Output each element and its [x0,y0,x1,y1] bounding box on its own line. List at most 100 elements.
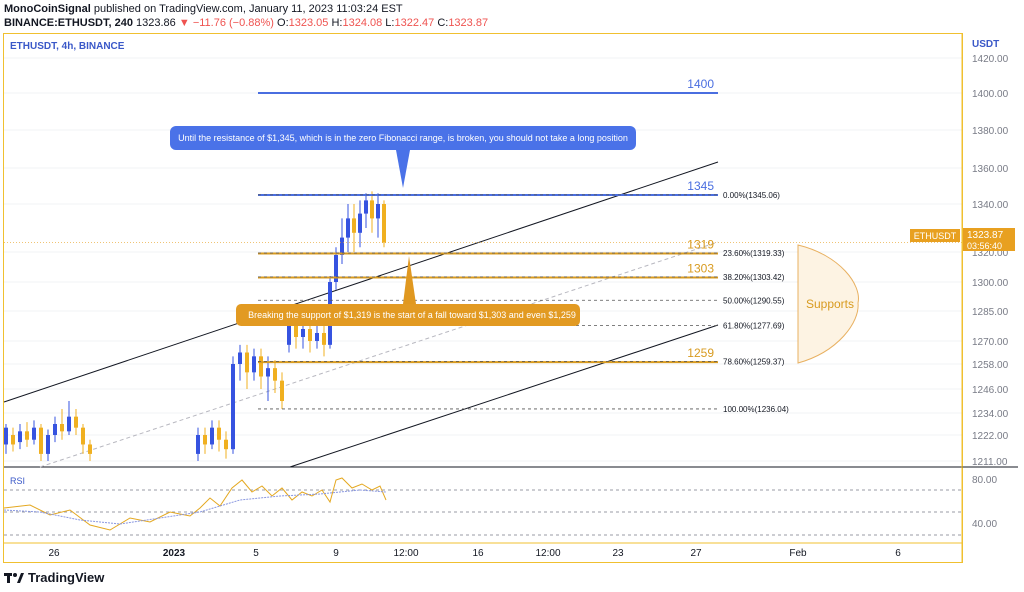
callout-resistance-text: Until the resistance of $1,345, which is… [178,133,628,143]
time-tick: Feb [789,548,807,559]
author-name[interactable]: MonoCoinSignal [4,3,91,15]
price-tick: 1380.00 [972,126,1009,137]
fib-label: 23.60%(1319.33) [723,249,785,258]
rsi-ma-line [3,489,387,525]
price-tick: 1285.00 [972,307,1009,318]
high-label: H: [331,17,343,29]
candle-body [4,427,8,445]
rsi-tick-80: 80.00 [972,475,997,486]
candle-body [196,435,200,454]
candle-body [334,255,338,282]
fib-label: 78.60%(1259.37) [723,357,785,366]
close-value: 1323.87 [448,17,489,29]
level-label-1319: 1319 [687,238,714,252]
price-tick: 1258.00 [972,360,1009,371]
candle-body [352,218,356,233]
supports-bracket: Supports [797,244,859,364]
candle-body [60,424,64,432]
candle-body [382,204,386,243]
candle-body [39,427,43,454]
high-value: 1324.08 [342,17,383,29]
candle-body [224,439,228,450]
fib-label: 38.20%(1303.42) [723,273,785,282]
candle-body [88,444,92,454]
rsi-tick-40: 40.00 [972,519,997,530]
last-price-tag: ETHUSDT 1323.87 03:56:40 [910,228,1015,251]
price-tick: 1400.00 [972,89,1009,100]
candle-body [11,435,15,445]
price-tick: 1300.00 [972,278,1009,289]
candle-body [74,416,78,428]
candle-body [25,431,29,440]
price-tick: 1360.00 [972,164,1009,175]
candle-body [346,218,350,238]
price-tick: 1222.00 [972,431,1009,442]
time-tick: 26 [48,548,60,559]
time-tick: 5 [253,548,259,559]
price-tick: 1320.00 [972,248,1009,259]
close-label: C: [437,17,449,29]
channel-lines [3,161,719,468]
callout-support[interactable]: Breaking the support of $1,319 is the st… [236,256,580,326]
candle-body [46,435,50,454]
candle-body [238,352,242,364]
time-tick: 6 [895,548,901,559]
supports-label: Supports [806,297,854,311]
time-axis: 26 2023 5 9 12:00 16 12:00 23 27 Feb 6 [48,548,901,559]
symbol-info: BINANCE:ETHUSDT, 240 1323.86 ▼ −11.76 (−… [4,17,488,29]
open-value: 1323.05 [288,17,329,29]
candle-body [217,427,221,440]
candle-body [301,329,305,337]
open-label: O: [277,17,289,29]
down-arrow-icon: ▼ [178,17,190,29]
price-tick: 1420.00 [972,54,1009,65]
chart-legend[interactable]: ETHUSDT, 4h, BINANCE [10,41,125,52]
price-tick: 1234.00 [972,409,1009,420]
channel-middle [39,241,719,468]
level-label-1303: 1303 [687,262,714,276]
callout-resistance[interactable]: Until the resistance of $1,345, which is… [170,126,636,188]
axis-currency: USDT [972,39,999,50]
time-tick: 16 [472,548,484,559]
tradingview-logo-icon [4,572,24,583]
callout-support-text: Breaking the support of $1,319 is the st… [248,310,576,320]
footer-brand[interactable]: TradingView [4,570,104,585]
candle-body [340,237,344,255]
candle-body [53,424,57,435]
candle-body [210,427,214,445]
candle-body [322,333,326,345]
time-tick: 27 [690,548,702,559]
rsi-line [3,477,387,531]
fib-label: 61.80%(1277.69) [723,322,785,331]
level-label-1400: 1400 [687,77,714,91]
symbol-line: BINANCE:ETHUSDT, 240 [4,17,133,29]
fib-label: 100.00%(1236.04) [723,405,789,414]
candle-body [259,356,263,377]
fib-label: 0.00%(1345.06) [723,191,780,200]
candle-body [32,427,36,440]
candle-body [67,416,71,432]
candle-body [287,321,291,345]
level-label-1345: 1345 [687,179,714,193]
candle-body [266,368,270,377]
price-tick: 1270.00 [972,337,1009,348]
candle-body [315,333,319,341]
footer-brand-text: TradingView [28,570,105,585]
candle-body [252,356,256,373]
price-tag-value: 1323.87 [967,230,1004,241]
candle-body [376,204,380,219]
candle-body [358,213,362,233]
candles [4,191,386,461]
time-tick: 9 [333,548,339,559]
candle-body [308,329,312,341]
low-value: 1322.47 [394,17,435,29]
time-tick: 2023 [163,548,186,559]
candle-body [18,431,22,443]
price-tick: 1211.00 [972,457,1008,468]
channel-lower [289,324,719,468]
rsi-label[interactable]: RSI [10,476,25,486]
publish-info: MonoCoinSignal published on TradingView.… [4,3,403,15]
price-tick: 1246.00 [972,385,1009,396]
candle-body [245,352,249,373]
